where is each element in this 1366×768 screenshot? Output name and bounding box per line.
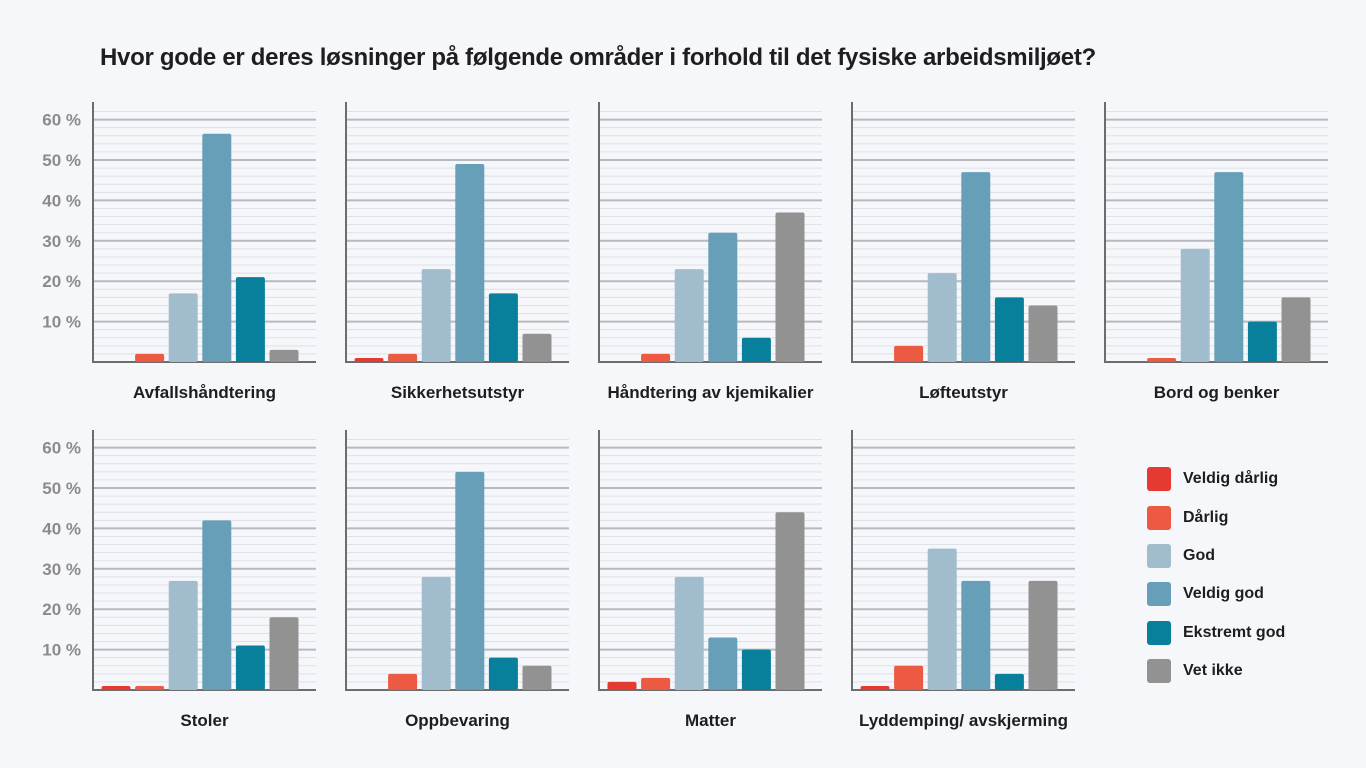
bar-1 bbox=[135, 685, 165, 690]
bar-4 bbox=[235, 645, 265, 690]
y-tick-label: 30 % bbox=[42, 560, 81, 579]
bar-3 bbox=[961, 580, 991, 690]
legend-swatch bbox=[1147, 582, 1171, 607]
legend-item-darlig: Dårlig bbox=[1147, 498, 1285, 536]
y-tick-label: 30 % bbox=[42, 232, 81, 251]
bar-3 bbox=[708, 637, 738, 690]
panel-title: Håndtering av kjemikalier bbox=[608, 383, 814, 402]
legend-label: Ekstremt god bbox=[1183, 623, 1286, 641]
legend-item-vet-ikke: Vet ikke bbox=[1147, 652, 1285, 690]
bar-5 bbox=[269, 349, 299, 362]
bar-3 bbox=[455, 471, 485, 690]
bar-2 bbox=[421, 269, 451, 362]
legend-label: Veldig dårlig bbox=[1183, 470, 1279, 488]
bar-1 bbox=[1147, 357, 1177, 362]
bar-5 bbox=[1028, 580, 1058, 690]
panel-title: Lyddemping/ avskjerming bbox=[859, 711, 1068, 730]
bar-3 bbox=[202, 520, 232, 690]
bar-3 bbox=[455, 164, 485, 362]
bar-1 bbox=[894, 665, 924, 690]
bar-2 bbox=[674, 269, 704, 362]
legend-item-veldig-darlig: Veldig dårlig bbox=[1147, 460, 1285, 498]
bar-3 bbox=[961, 172, 991, 362]
y-tick-label: 60 % bbox=[42, 439, 81, 458]
legend-swatch bbox=[1147, 659, 1171, 684]
panel-title: Matter bbox=[685, 711, 736, 730]
bar-5 bbox=[775, 512, 805, 690]
legend-item-god: God bbox=[1147, 537, 1285, 575]
bar-1 bbox=[388, 673, 418, 690]
bar-1 bbox=[388, 353, 418, 362]
panel-title: Bord og benker bbox=[1154, 383, 1280, 402]
bar-4 bbox=[741, 649, 771, 690]
y-tick-label: 10 % bbox=[42, 641, 81, 660]
bar-0 bbox=[101, 685, 131, 690]
y-tick-label: 60 % bbox=[42, 111, 81, 130]
panel-title: Oppbevaring bbox=[405, 711, 510, 730]
bar-5 bbox=[775, 212, 805, 362]
bar-5 bbox=[1281, 297, 1311, 362]
bar-5 bbox=[269, 617, 299, 690]
bar-2 bbox=[168, 293, 198, 362]
bar-2 bbox=[674, 576, 704, 690]
bar-1 bbox=[641, 353, 671, 362]
bar-5 bbox=[522, 333, 552, 362]
legend-label: Vet ikke bbox=[1183, 662, 1243, 680]
bar-2 bbox=[168, 580, 198, 690]
legend-swatch bbox=[1147, 505, 1171, 530]
legend-swatch bbox=[1147, 543, 1171, 568]
legend-item-ekstremt-god: Ekstremt god bbox=[1147, 614, 1285, 652]
legend-item-veldig-god: Veldig god bbox=[1147, 575, 1285, 613]
bar-4 bbox=[488, 657, 518, 690]
bar-2 bbox=[927, 273, 957, 362]
bar-0 bbox=[354, 357, 384, 362]
y-tick-label: 20 % bbox=[42, 600, 81, 619]
bar-1 bbox=[894, 345, 924, 362]
legend: Veldig dårlig Dårlig God Veldig god Ekst… bbox=[1147, 460, 1285, 690]
legend-label: Dårlig bbox=[1183, 508, 1229, 526]
bar-5 bbox=[1028, 305, 1058, 362]
bar-3 bbox=[202, 133, 232, 362]
bar-2 bbox=[1180, 248, 1210, 362]
y-tick-label: 10 % bbox=[42, 313, 81, 332]
bar-3 bbox=[1214, 172, 1244, 362]
bar-0 bbox=[607, 681, 637, 690]
panel-title: Løfteutstyr bbox=[919, 383, 1008, 402]
bar-4 bbox=[488, 293, 518, 362]
bar-4 bbox=[994, 297, 1024, 362]
panel-title: Stoler bbox=[180, 711, 229, 730]
legend-swatch bbox=[1147, 467, 1171, 492]
panel-title: Sikkerhetsutstyr bbox=[391, 383, 525, 402]
bar-4 bbox=[1247, 321, 1277, 362]
y-tick-label: 40 % bbox=[42, 519, 81, 538]
legend-swatch bbox=[1147, 620, 1171, 645]
bar-1 bbox=[135, 353, 165, 362]
chart-title: Hvor gode er deres løsninger på følgende… bbox=[100, 44, 1096, 71]
legend-label: Veldig god bbox=[1183, 585, 1264, 603]
y-tick-label: 50 % bbox=[42, 151, 81, 170]
bar-4 bbox=[741, 337, 771, 362]
bar-1 bbox=[641, 677, 671, 690]
bar-3 bbox=[708, 232, 738, 362]
y-tick-label: 40 % bbox=[42, 191, 81, 210]
y-tick-label: 50 % bbox=[42, 479, 81, 498]
bar-5 bbox=[522, 665, 552, 690]
bar-4 bbox=[235, 277, 265, 362]
bar-2 bbox=[421, 576, 451, 690]
legend-label: God bbox=[1183, 546, 1215, 564]
panel-title: Avfallshåndtering bbox=[133, 383, 276, 402]
bar-0 bbox=[860, 685, 890, 690]
bar-4 bbox=[994, 673, 1024, 690]
y-tick-label: 20 % bbox=[42, 272, 81, 291]
bar-2 bbox=[927, 548, 957, 690]
